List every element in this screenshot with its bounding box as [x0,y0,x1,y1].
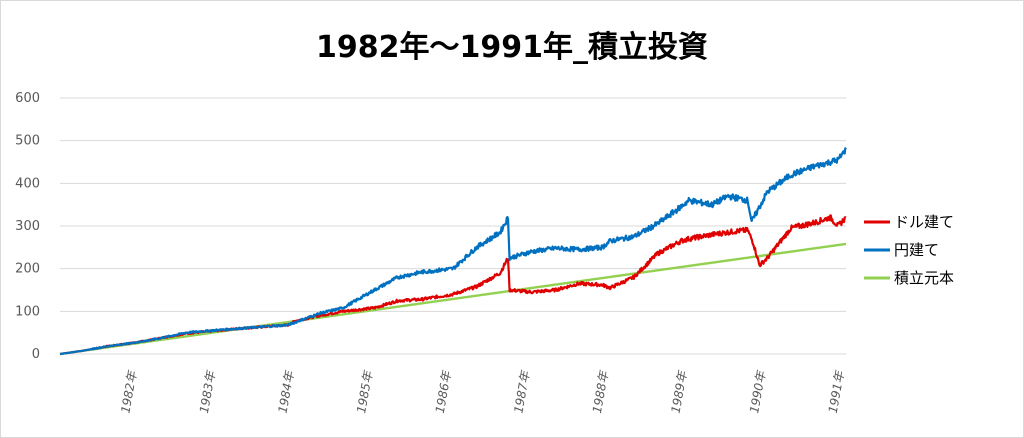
series-line-3 [59,242,847,356]
y-tick-label: 600 [15,91,40,106]
x-tick-label: 1990年 [747,368,769,414]
legend-label: ドル建て [894,213,954,231]
x-tick-label: 1984年 [276,368,298,414]
legend-label: 積立元本 [894,269,954,287]
y-tick-label: 500 [15,134,40,149]
gridlines [60,97,846,355]
y-tick-label: 100 [15,304,40,319]
chart-title: 1982年～1991年_積立投資 [316,30,708,65]
y-axis-ticks: 0 100 200 300 400 500 600 [15,91,40,362]
y-tick-label: 200 [15,262,40,277]
x-tick-label: 1983年 [197,368,219,414]
y-tick-label: 0 [32,347,40,362]
x-tick-label: 1987年 [511,368,533,414]
x-tick-label: 1989年 [669,368,691,414]
x-tick-label: 1991年 [826,368,848,414]
y-tick-label: 300 [15,219,40,234]
x-tick-label: 1988年 [590,368,612,414]
series-line-2 [59,147,847,356]
x-tick-label: 1982年 [118,368,140,414]
y-tick-label: 400 [15,176,40,191]
series-line-1 [59,214,847,356]
x-axis-ticks: 1982年 1983年 1984年 1985年 1986年 1987年 1988年 1989年… [118,368,847,414]
x-tick-label: 1986年 [433,368,455,414]
legend-label: 円建て [894,241,939,259]
series-lines [59,147,847,356]
x-tick-label: 1985年 [354,368,376,414]
